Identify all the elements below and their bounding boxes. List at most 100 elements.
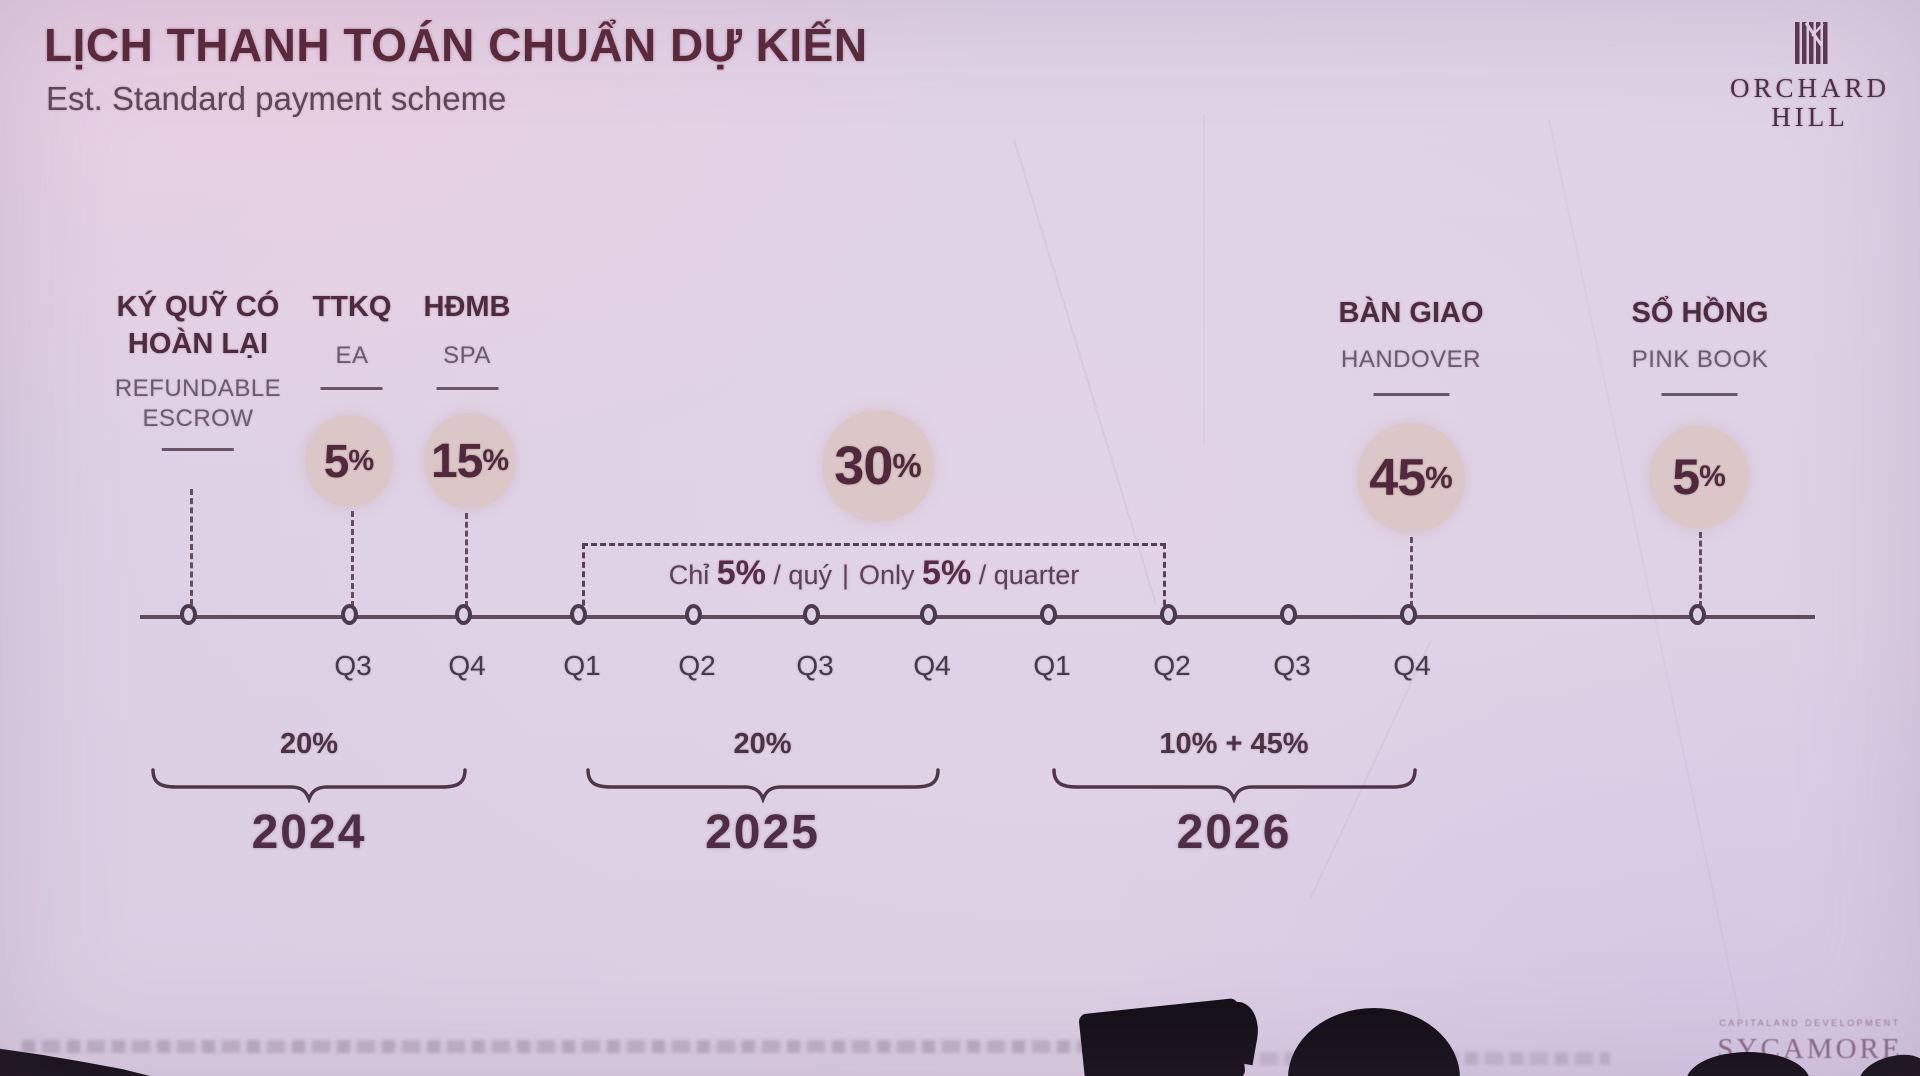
- quarter-label: Q1: [563, 650, 601, 681]
- milestone-label-vi: KÝ QUỸ CÓ: [116, 291, 280, 323]
- quarter-label: Q4: [1393, 650, 1431, 681]
- milestone-pink-book: SỔ HỒNG PINK BOOK: [1631, 295, 1769, 396]
- quarter-label: Q3: [1273, 650, 1311, 681]
- connector-ttkq: [351, 511, 354, 607]
- note-vi-label: Chỉ: [668, 560, 710, 590]
- quarterly-note-text: Chỉ 5% / quý | Only 5% / quarter: [585, 554, 1163, 593]
- brace-2025: [585, 768, 940, 803]
- timeline-node: [920, 604, 937, 625]
- orchard-hill-logo: ORCHARD HILL: [1728, 20, 1892, 132]
- milestone-ttkq: TTKQ EA: [312, 289, 392, 390]
- percent-value: 30: [834, 436, 893, 496]
- year-group-2026: 10% + 45% 2026: [1050, 728, 1418, 860]
- timeline-node: [685, 604, 702, 625]
- timeline-node: [570, 604, 587, 625]
- milestone-underline: [436, 387, 498, 390]
- timeline-node: [341, 604, 358, 625]
- percent-badge-hdmb: 15%: [424, 413, 516, 509]
- milestone-underline: [162, 448, 234, 451]
- year-group-2025: 20% 2025: [584, 728, 941, 860]
- timeline-node: [1689, 604, 1706, 625]
- percent-value: 15: [430, 434, 483, 488]
- milestone-label-en: REFUNDABLE: [114, 375, 282, 402]
- milestone-label-en: SPA: [443, 342, 491, 369]
- year-amount: 20%: [733, 728, 792, 760]
- percent-value: 45: [1369, 449, 1426, 507]
- page-subtitle: Est. Standard payment scheme: [46, 80, 507, 117]
- note-en-label: Only: [858, 560, 915, 590]
- note-divider: |: [841, 560, 849, 590]
- milestone-label-en: PINK BOOK: [1631, 346, 1769, 373]
- note-vi-unit: / quý: [773, 560, 832, 590]
- milestone-handover: BÀN GIAO HANDOVER: [1339, 295, 1484, 396]
- timeline-axis: [140, 615, 1815, 619]
- quarter-label: Q2: [1153, 650, 1191, 681]
- quarter-label: Q4: [448, 650, 486, 681]
- blurred-disclaimer-text: [22, 1040, 1117, 1053]
- percent-value: 5: [1672, 449, 1700, 505]
- year-amount: 20%: [279, 728, 339, 760]
- percent-sign: %: [1425, 460, 1453, 495]
- milestone-label-vi: BÀN GIAO: [1338, 297, 1484, 329]
- logo-word-hill: HILL: [1771, 102, 1849, 132]
- connector-hdmb: [465, 513, 468, 607]
- percent-sign: %: [482, 444, 510, 477]
- percent-sign: %: [1699, 460, 1726, 493]
- milestone-label-en: ESCROW: [142, 405, 254, 432]
- quarter-label: Q1: [1033, 650, 1071, 681]
- milestone-label-vi: SỔ HỒNG: [1631, 297, 1769, 329]
- brace-2024: [151, 768, 467, 803]
- connector-escrow: [190, 489, 193, 605]
- quarter-label: Q3: [796, 650, 834, 681]
- quarter-label: Q3: [334, 650, 372, 681]
- percent-sign: %: [348, 444, 375, 477]
- background-crease: [1013, 139, 1158, 605]
- milestone-hdmb: HĐMB SPA: [424, 289, 511, 390]
- year-group-2024: 20% 2024: [150, 728, 468, 860]
- percent-value: 5: [323, 435, 350, 487]
- year-label: 2024: [251, 806, 367, 859]
- milestone-label-vi: HOÀN LẠI: [127, 328, 269, 360]
- year-label: 2026: [1176, 806, 1292, 859]
- note-vi-pct: 5%: [716, 554, 766, 592]
- milestone-underline: [1662, 393, 1738, 396]
- year-amount: 10% + 45%: [1159, 728, 1309, 760]
- milestone-refundable-escrow: KÝ QUỸ CÓ HOÀN LẠI REFUNDABLE ESCROW: [115, 289, 281, 451]
- developer-caption: CAPITALAND DEVELOPMENT: [1719, 1018, 1901, 1028]
- milestone-label-vi: HĐMB: [423, 291, 511, 323]
- brace-2026: [1051, 768, 1417, 803]
- milestone-label-en: EA: [335, 342, 369, 369]
- timeline-node: [1280, 604, 1297, 625]
- percent-badge-handover: 45%: [1357, 423, 1465, 533]
- percent-badge-pink-book: 5%: [1649, 426, 1749, 528]
- percent-badge-construction: 30%: [822, 410, 934, 522]
- connector-handover: [1410, 537, 1413, 607]
- tree-bars-icon: [1795, 22, 1828, 64]
- timeline-node: [1400, 604, 1417, 625]
- background-crease: [1203, 115, 1205, 445]
- silhouette-head: [1288, 1008, 1460, 1076]
- percent-badge-ttkq: 5%: [305, 415, 393, 507]
- year-label: 2025: [705, 806, 820, 859]
- timeline-node: [180, 604, 197, 625]
- quarter-label: Q4: [913, 650, 951, 681]
- quarter-label: Q2: [678, 650, 716, 681]
- milestone-label-vi: TTKQ: [312, 291, 392, 323]
- timeline-node: [803, 604, 820, 625]
- milestone-label-en: HANDOVER: [1340, 346, 1482, 373]
- percent-sign: %: [892, 447, 922, 484]
- timeline-node: [1160, 604, 1177, 625]
- timeline-node: [455, 604, 472, 625]
- milestone-underline: [1373, 393, 1449, 396]
- background-crease: [1548, 119, 1742, 1020]
- note-en-pct: 5%: [922, 554, 972, 592]
- quarterly-note-box: Chỉ 5% / quý | Only 5% / quarter: [582, 543, 1166, 615]
- milestone-underline: [321, 387, 383, 390]
- logo-word-orchard: ORCHARD: [1729, 73, 1891, 103]
- timeline-node: [1040, 604, 1057, 625]
- page-title: LỊCH THANH TOÁN CHUẨN DỰ KIẾN: [44, 19, 868, 71]
- connector-pink-book: [1699, 532, 1702, 607]
- note-en-unit: / quarter: [978, 560, 1080, 590]
